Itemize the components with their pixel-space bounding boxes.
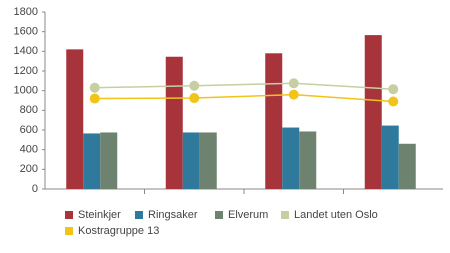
line <box>94 82 394 90</box>
legend-swatch <box>281 211 289 219</box>
y-tick-label: 1200 <box>14 65 38 77</box>
marker <box>288 89 299 100</box>
legend-label: Elverum <box>228 209 268 221</box>
bar <box>182 132 200 189</box>
bar <box>265 53 283 189</box>
marker <box>89 82 100 93</box>
marker <box>288 78 299 89</box>
bar <box>83 133 101 189</box>
y-tick-label: 600 <box>20 124 38 136</box>
bar <box>299 131 317 189</box>
y-tick-label: 400 <box>20 144 38 156</box>
legend-label: Steinkjer <box>78 209 121 221</box>
y-tick-label: 1000 <box>14 85 38 97</box>
legend-swatch <box>65 211 73 219</box>
legend-swatch <box>135 211 143 219</box>
legend-label: Landet uten Oslo <box>294 209 378 221</box>
y-tick-label: 1400 <box>14 45 38 57</box>
marker <box>388 84 399 95</box>
bar <box>364 35 382 189</box>
bar <box>165 56 183 189</box>
bar <box>398 143 416 189</box>
y-tick-label: 1800 <box>14 6 38 18</box>
marker <box>189 80 200 91</box>
bar <box>282 127 300 189</box>
y-tick-label: 0 <box>32 183 38 195</box>
marker <box>388 96 399 107</box>
marker <box>189 93 200 104</box>
legend-label: Ringsaker <box>148 209 198 221</box>
bar <box>66 49 84 189</box>
y-tick-label: 200 <box>20 163 38 175</box>
legend-swatch <box>65 227 73 235</box>
line <box>94 93 394 103</box>
bar <box>100 132 118 189</box>
legend-swatch <box>215 211 223 219</box>
legend-label: Kostragruppe 13 <box>78 225 159 237</box>
y-tick-label: 800 <box>20 104 38 116</box>
bar <box>199 132 217 189</box>
y-tick-label: 1600 <box>14 26 38 38</box>
bar <box>381 125 399 189</box>
marker <box>89 93 100 104</box>
